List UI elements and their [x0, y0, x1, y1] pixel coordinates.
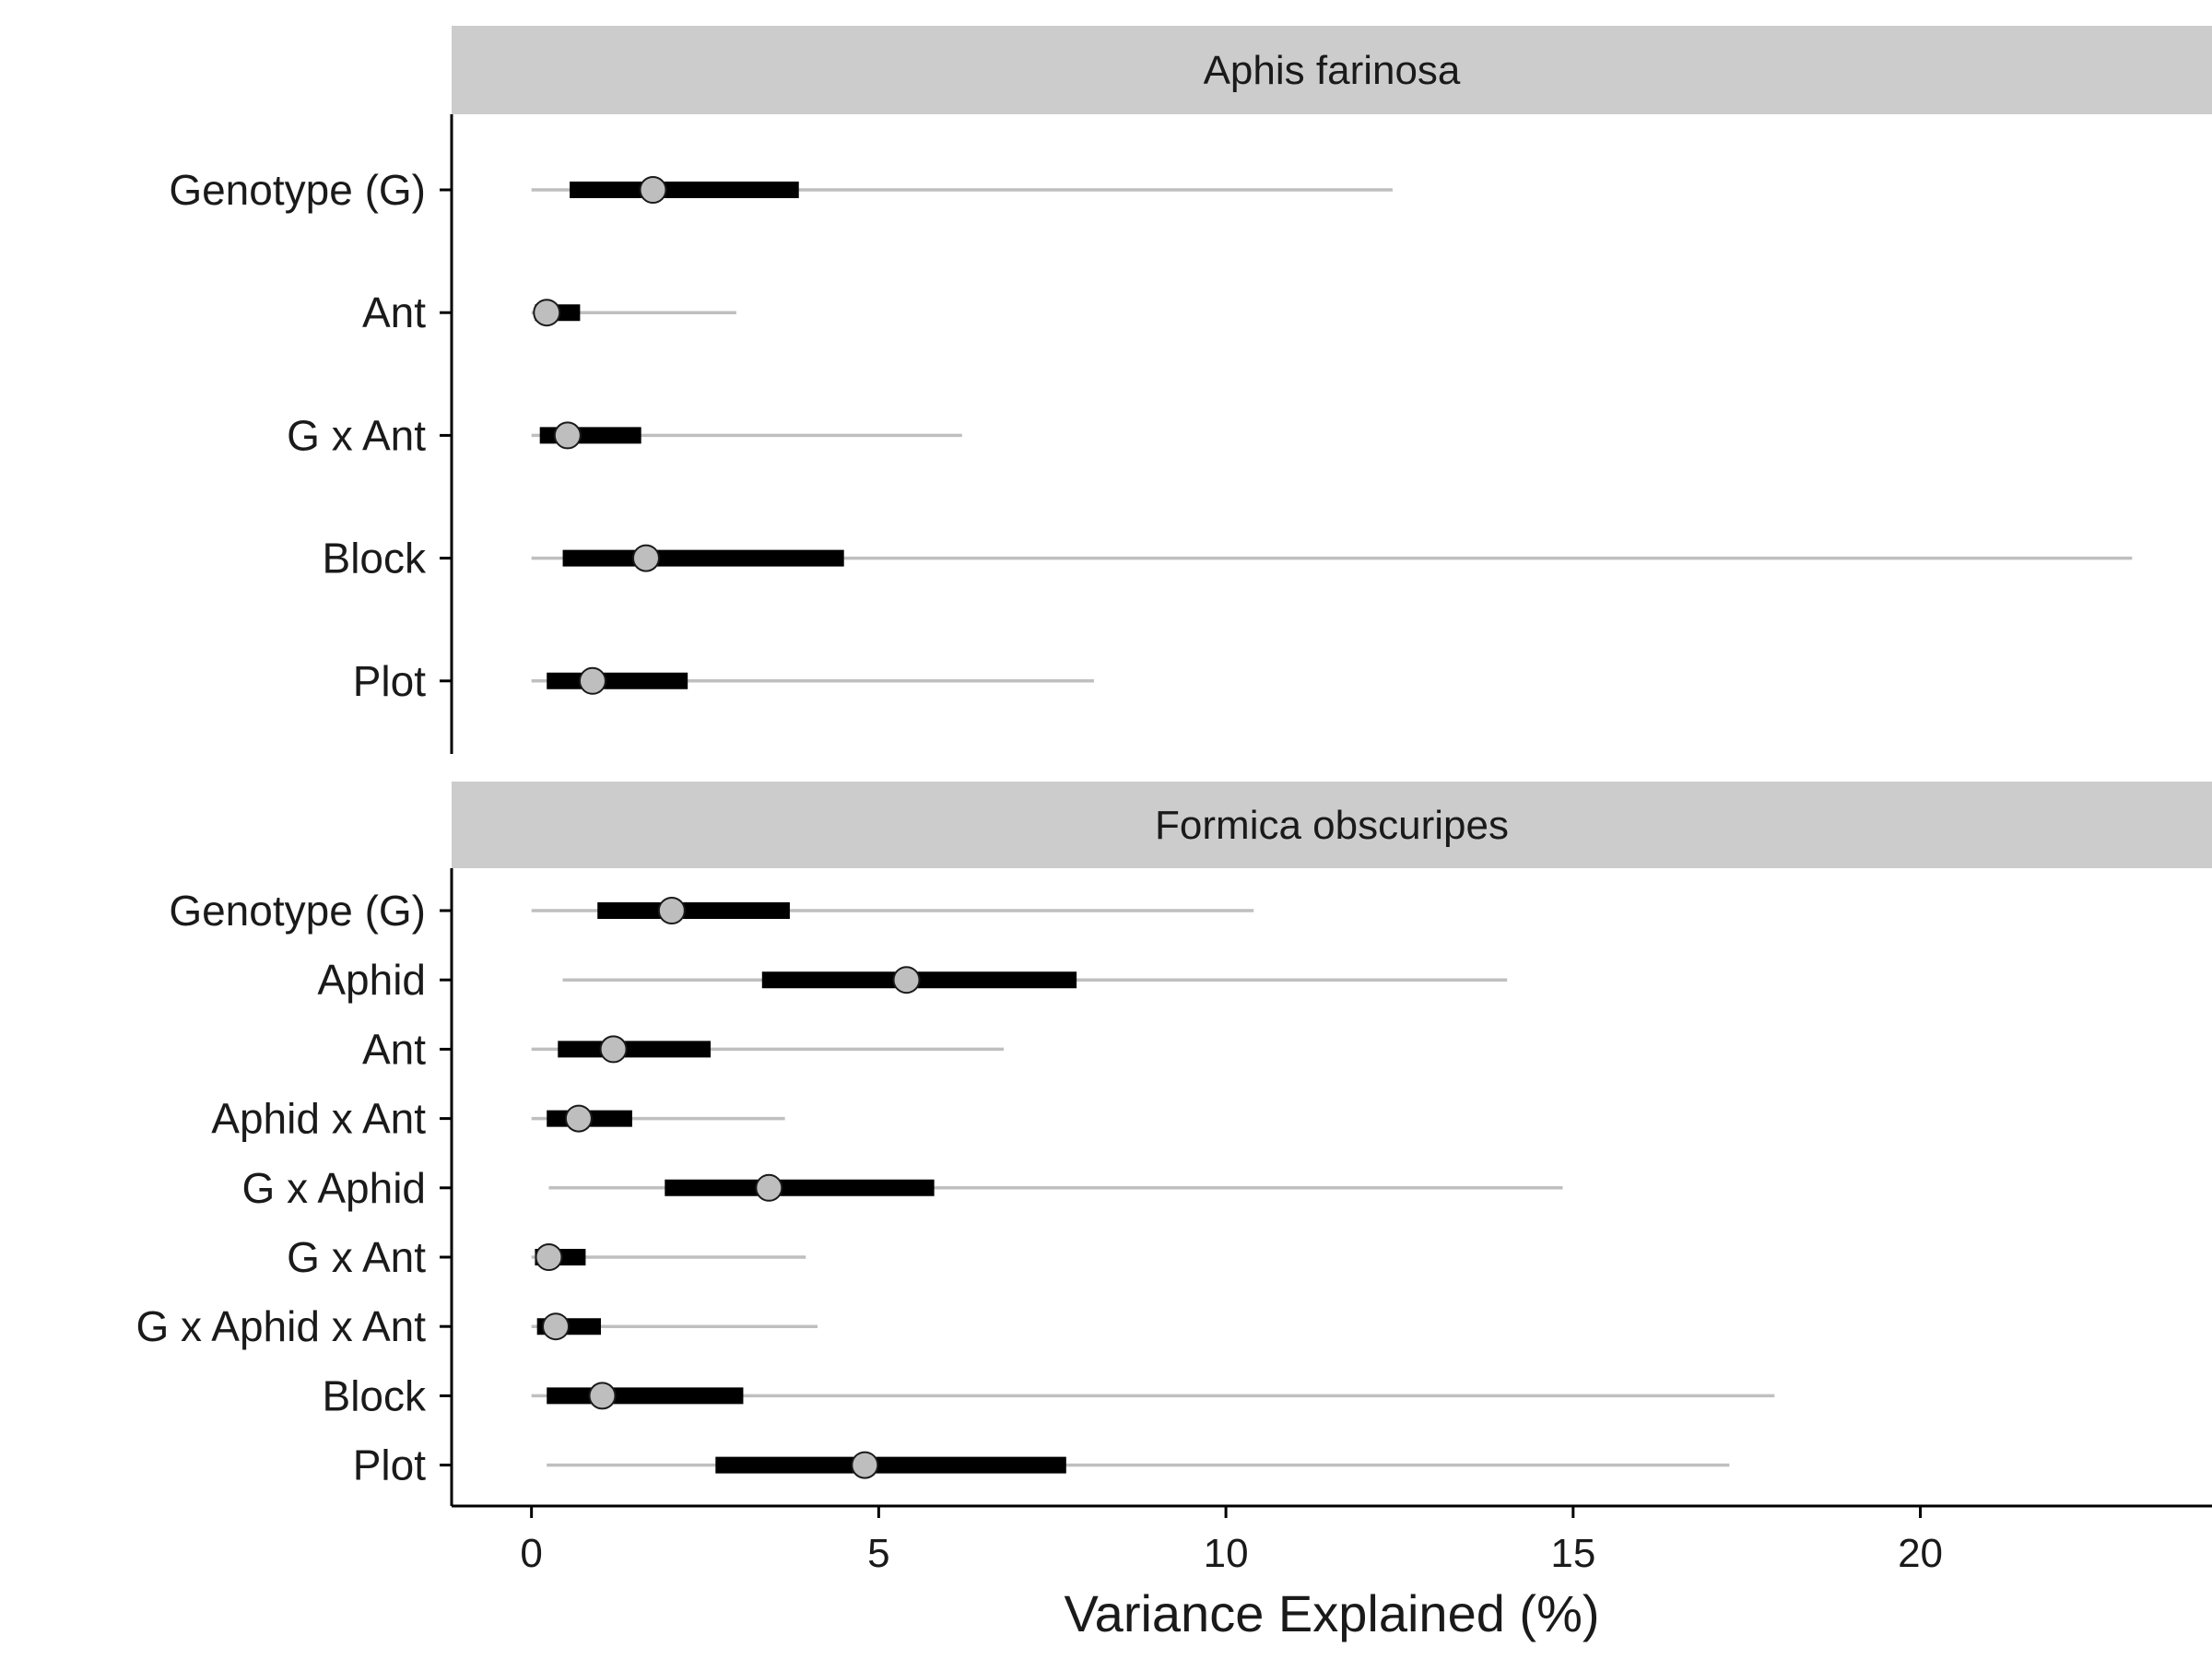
- row-group: Ant: [362, 288, 736, 336]
- row-group: Block: [323, 1371, 1775, 1419]
- y-tick-label: Block: [323, 1371, 427, 1419]
- x-tick-label: 0: [520, 1531, 542, 1576]
- panel-0: Aphis farinosa Genotype (G) Ant G x Ant Bloc…: [169, 26, 2212, 754]
- panels-layer: Aphis farinosa Genotype (G) Ant G x Ant Bloc…: [135, 26, 2212, 1506]
- row-group: G x Ant: [287, 1233, 806, 1281]
- x-axis: 0 5 10 15 20: [452, 1504, 2212, 1576]
- row-group: Block: [323, 535, 2133, 582]
- x-tick-label: 20: [1898, 1531, 1943, 1576]
- x-tick-label: 15: [1550, 1531, 1595, 1576]
- y-tick-label: G x Ant: [287, 411, 426, 459]
- row-group: Aphid: [317, 956, 1508, 1004]
- median-point: [542, 1312, 571, 1341]
- row-group: Ant: [362, 1025, 1004, 1073]
- median-point: [639, 176, 667, 204]
- row-group: Plot: [353, 657, 1094, 705]
- panel-1: Formica obscuripes Genotype (G) Aphid Ant Ap…: [135, 782, 2212, 1506]
- median-point: [657, 897, 686, 924]
- y-tick-label: Plot: [353, 657, 426, 705]
- panel-strip: [452, 26, 2212, 114]
- y-tick-label: Genotype (G): [169, 166, 426, 214]
- y-tick-label: Aphid: [317, 956, 426, 1004]
- x-tick-label: 10: [1204, 1531, 1249, 1576]
- x-tick-label: 5: [867, 1531, 889, 1576]
- median-point: [892, 966, 921, 994]
- y-tick-label: G x Aphid x Ant: [135, 1302, 426, 1350]
- median-point: [535, 1243, 563, 1271]
- row-group: Genotype (G): [169, 887, 1254, 935]
- median-point: [599, 1035, 628, 1064]
- y-tick-label: G x Aphid: [242, 1164, 426, 1212]
- x-axis-title: Variance Explained (%): [1064, 1584, 1599, 1642]
- median-point: [588, 1382, 617, 1410]
- row-group: Plot: [353, 1441, 1730, 1489]
- panel-title: Formica obscuripes: [1155, 803, 1509, 848]
- median-point: [631, 544, 660, 572]
- row-group: G x Aphid x Ant: [135, 1302, 818, 1350]
- panel-strip: [452, 782, 2212, 868]
- panel-title: Aphis farinosa: [1204, 48, 1461, 93]
- row-group: G x Aphid: [242, 1164, 1563, 1212]
- median-point: [578, 666, 606, 695]
- median-point: [755, 1173, 783, 1202]
- y-tick-label: Ant: [362, 288, 426, 336]
- y-tick-label: Genotype (G): [169, 887, 426, 935]
- y-tick-label: G x Ant: [287, 1233, 426, 1281]
- median-point: [533, 299, 561, 327]
- median-point: [564, 1104, 593, 1133]
- median-point: [851, 1451, 879, 1479]
- y-tick-label: Ant: [362, 1025, 426, 1073]
- row-group: Aphid x Ant: [211, 1095, 785, 1143]
- median-point: [553, 421, 582, 450]
- y-tick-label: Plot: [353, 1441, 426, 1489]
- row-group: G x Ant: [287, 411, 962, 459]
- row-group: Genotype (G): [169, 166, 1393, 214]
- y-tick-label: Aphid x Ant: [211, 1095, 426, 1143]
- y-tick-label: Block: [323, 535, 427, 582]
